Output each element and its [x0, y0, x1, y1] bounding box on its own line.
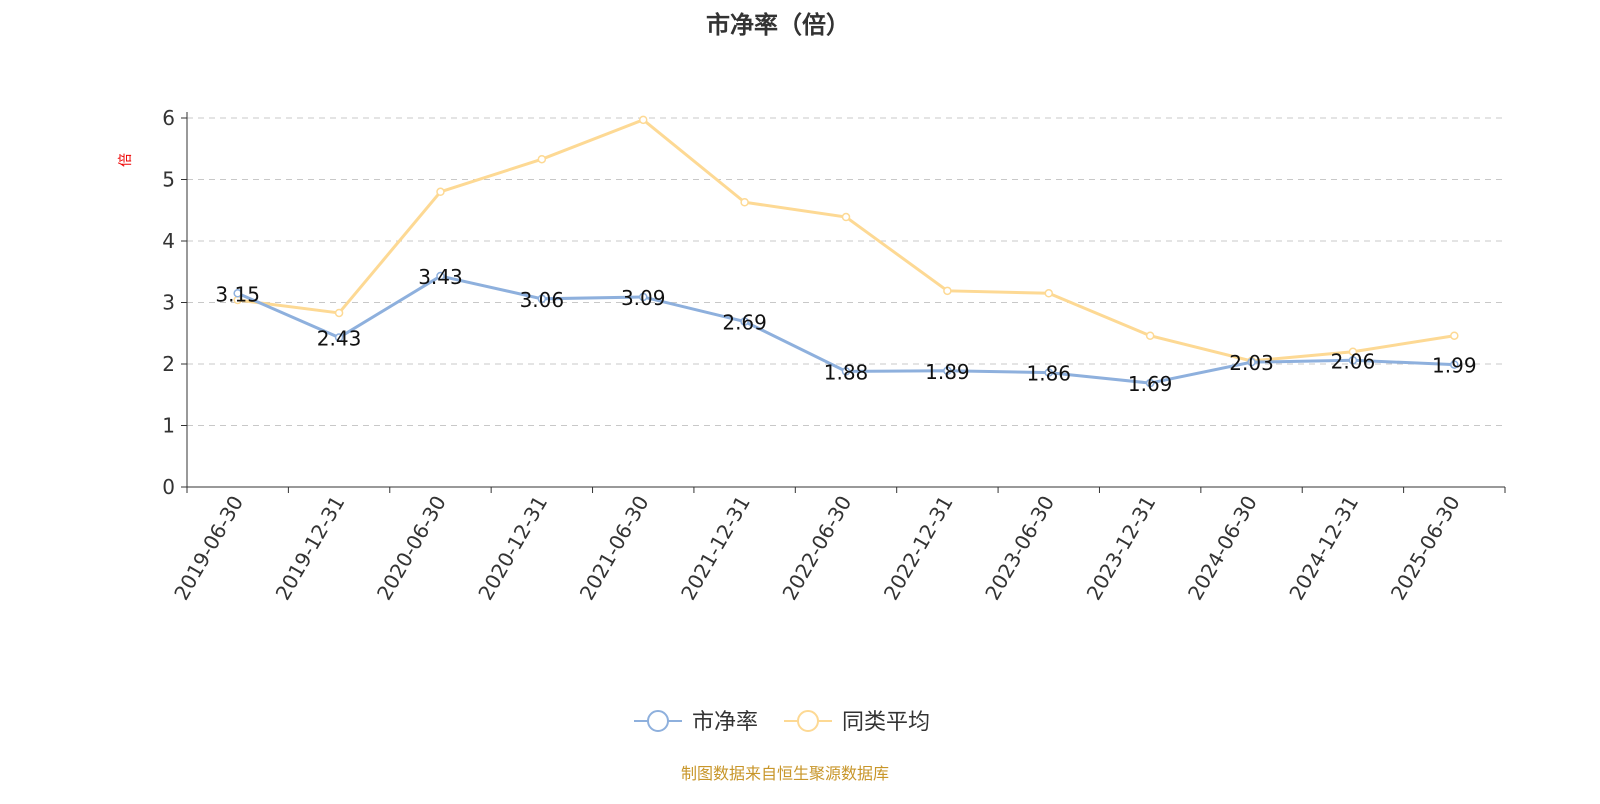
data-label: 1.88	[824, 360, 869, 384]
x-tick-label: 2024-06-30	[1183, 492, 1262, 605]
x-tick-label: 2019-06-30	[169, 492, 248, 605]
data-point	[1348, 356, 1358, 365]
data-point	[233, 289, 242, 298]
y-axis-label: 倍	[118, 153, 134, 167]
legend: 市净率 同类平均	[634, 710, 930, 735]
data-point	[1145, 331, 1155, 340]
data-label: 3.06	[520, 288, 565, 312]
legend-circle-icon	[647, 710, 669, 732]
data-point	[436, 187, 445, 197]
data-point	[1044, 289, 1054, 298]
x-tick-label: 2023-12-31	[1082, 492, 1161, 605]
data-point	[1247, 357, 1256, 367]
y-tick-label: 1	[162, 414, 175, 438]
data-point	[943, 286, 952, 296]
data-point	[638, 292, 648, 302]
y-tick-label: 2	[162, 352, 175, 376]
x-tick-label: 2025-06-30	[1386, 492, 1465, 605]
data-point	[841, 367, 851, 376]
data-point	[537, 154, 547, 164]
data-point	[334, 308, 344, 318]
data-label: 3.15	[215, 282, 260, 306]
x-tick-label: 2021-12-31	[676, 492, 755, 605]
series-line	[237, 118, 1455, 363]
data-label: 2.43	[317, 327, 362, 351]
data-label: 1.69	[1128, 372, 1173, 396]
data-point	[740, 198, 749, 207]
x-tick-label: 2022-06-30	[777, 492, 856, 605]
data-point	[638, 115, 648, 125]
y-tick-label: 3	[162, 291, 175, 315]
data-label: 3.43	[418, 265, 463, 289]
x-tick-label: 2023-06-30	[980, 492, 1059, 605]
x-tick-label: 2019-12-31	[271, 492, 350, 605]
data-label: 2.06	[1331, 349, 1376, 373]
x-tick-label: 2024-12-31	[1284, 492, 1363, 605]
x-tick-label: 2022-12-31	[879, 492, 958, 605]
data-label: 1.99	[1432, 354, 1477, 378]
data-label: 2.03	[1229, 351, 1274, 375]
y-tick-label: 6	[162, 106, 175, 130]
source-footer: 制图数据来自恒生聚源数据库	[681, 764, 889, 783]
data-label: 1.89	[925, 360, 970, 384]
data-point	[537, 294, 547, 304]
data-point	[1044, 368, 1054, 377]
legend-circle-icon	[797, 710, 819, 732]
data-point	[1348, 347, 1358, 356]
data-label: 2.69	[722, 311, 767, 335]
data-point	[740, 317, 749, 326]
y-tick-label: 5	[162, 168, 175, 192]
legend-label: 同类平均	[842, 710, 930, 735]
y-tick-label: 4	[162, 229, 175, 253]
chart-title: 市净率（倍）	[706, 11, 850, 39]
x-tick-label: 2020-06-30	[372, 492, 451, 605]
data-point	[436, 271, 445, 281]
data-point	[334, 333, 344, 342]
data-point	[943, 366, 952, 376]
data-point	[1450, 331, 1459, 340]
y-tick-label: 0	[162, 475, 175, 499]
data-label: 3.09	[621, 286, 666, 310]
data-point	[841, 212, 851, 222]
x-tick-label: 2020-12-31	[473, 492, 552, 605]
data-label: 1.86	[1027, 362, 1072, 386]
legend-label: 市净率	[692, 710, 758, 735]
x-tick-label: 2021-06-30	[575, 492, 654, 605]
data-point	[1145, 378, 1155, 388]
data-point	[1450, 360, 1459, 369]
